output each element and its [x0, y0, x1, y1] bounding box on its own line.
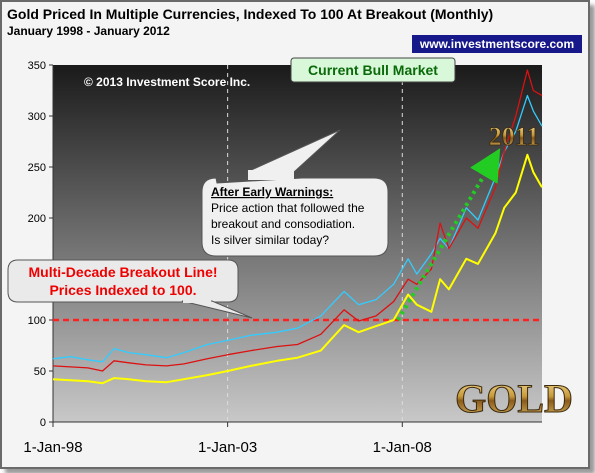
x-tick-label: 1-Jan-08 [373, 439, 432, 456]
y-tick-label: 0 [40, 417, 46, 429]
site-badge: www.investmentscore.com [412, 35, 582, 53]
chart-title: Gold Priced In Multiple Currencies, Inde… [7, 6, 494, 22]
breakout-line-label-1: Multi-Decade Breakout Line! [28, 264, 217, 280]
warning-line-3: Is silver similar today? [211, 233, 329, 247]
chart-subtitle: January 1998 - January 2012 [7, 24, 170, 38]
warning-callout-tail-cover [248, 170, 294, 180]
breakout-callout-tail-cover [183, 299, 211, 303]
series-line-red [52, 69, 543, 372]
y-tick-label: 50 [34, 366, 46, 378]
series-line-yellow [52, 153, 543, 385]
bull-market-box [290, 57, 456, 83]
y-tick-label: 200 [28, 213, 46, 225]
copyright-text: © 2013 Investment Score Inc. [84, 75, 250, 89]
year-2011-label: 2011 [489, 122, 540, 151]
warning-heading: After Early Warnings: [211, 185, 333, 199]
breakout-line-label-2: Prices Indexed to 100. [49, 282, 196, 298]
bull-market-label: Current Bull Market [308, 62, 438, 78]
breakout-callout [7, 259, 239, 303]
trend-arrow [396, 148, 501, 322]
warning-callout [201, 177, 389, 257]
y-tick-label: 300 [28, 111, 46, 123]
y-tick-label: 350 [28, 60, 46, 72]
warning-line-1: Price action that followed the [211, 201, 365, 215]
warning-line-2: breakout and consodiation. [211, 217, 355, 231]
x-tick-label: 1-Jan-98 [23, 439, 82, 456]
y-tick-label: 250 [28, 162, 46, 174]
y-tick-label: 100 [28, 315, 46, 327]
chart-svg: 0501001502002503003501-Jan-981-Jan-031-J… [7, 57, 573, 456]
x-tick-label: 1-Jan-03 [198, 439, 257, 456]
series-line-cyan [52, 94, 543, 363]
gold-logo: GOLD [455, 376, 573, 421]
